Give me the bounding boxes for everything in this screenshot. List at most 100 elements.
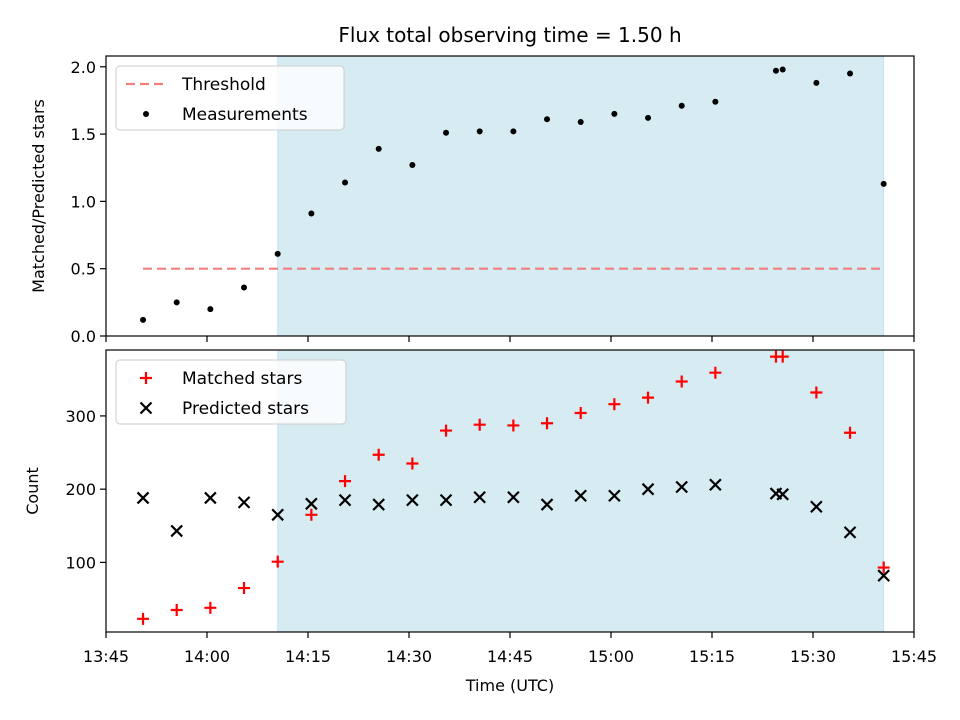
matched-star-marker — [204, 601, 217, 614]
count-panel: 100 200 300 13:45 14:00 14:15 14:30 14:45 15:00 1… — [23, 349, 937, 695]
predicted-star-marker — [540, 498, 554, 511]
legend-swatch-measurements — [143, 111, 149, 117]
y-axis-label: Count — [23, 467, 42, 515]
predicted-star-marker — [372, 498, 385, 511]
x-axis-label: Time (UTC) — [465, 676, 554, 695]
observing-window-shade — [277, 55, 885, 337]
ratio-panel: 0.0 0.5 1.0 1.5 2.0 Matched/Predicted stars Fl… — [29, 23, 915, 346]
y-tick-label: 1.0 — [71, 192, 96, 211]
y-tick-label: 1.5 — [71, 125, 96, 144]
observing-window-shade — [277, 349, 885, 633]
x-tick-label: 14:15 — [285, 647, 331, 666]
measurement-point — [712, 98, 719, 105]
legend-label: Measurements — [182, 105, 308, 125]
matched-star-marker — [541, 417, 554, 430]
matched-star-marker — [473, 418, 486, 431]
x-tick-label: 14:00 — [184, 647, 230, 666]
x-tick-label: 14:45 — [487, 647, 533, 666]
measurement-point — [207, 306, 214, 313]
predicted-star-marker — [574, 489, 587, 503]
matched-star-marker — [440, 424, 453, 437]
legend-label: Predicted stars — [182, 399, 309, 419]
matched-star-marker — [709, 366, 722, 379]
measurement-point — [342, 179, 349, 186]
x-tick-label: 15:45 — [891, 647, 937, 666]
y-tick-label: 2.0 — [71, 58, 96, 77]
measurement-point — [847, 70, 854, 77]
measurement-point — [678, 102, 685, 109]
matched-star-marker — [608, 398, 621, 411]
measurement-point — [577, 118, 584, 125]
measurement-point — [510, 128, 517, 135]
legend: Matched stars Predicted stars — [115, 359, 347, 425]
measurement-point — [173, 299, 180, 306]
y-tick-label: 100 — [65, 553, 96, 572]
predicted-star-marker — [810, 500, 823, 514]
measurement-point — [645, 114, 652, 121]
predicted-star-marker — [877, 569, 890, 582]
matched-star-marker — [339, 475, 352, 488]
matched-star-marker — [574, 406, 587, 419]
matched-star-marker — [170, 604, 183, 617]
predicted-star-marker — [305, 497, 318, 511]
predicted-star-marker — [843, 526, 857, 539]
predicted-star-marker — [170, 524, 183, 538]
legend-label: Matched stars — [182, 369, 302, 389]
y-axis-label: Matched/Predicted stars — [29, 99, 48, 293]
predicted-star-marker — [675, 480, 688, 494]
measurement-point — [544, 116, 551, 123]
y-tick-label: 0.5 — [71, 260, 96, 279]
y-tick-label: 200 — [65, 480, 96, 499]
measurement-point — [813, 79, 820, 86]
measurement-point — [241, 284, 248, 291]
predicted-star-marker — [776, 488, 789, 501]
measurement-point — [443, 129, 450, 136]
predicted-star-marker — [136, 491, 150, 505]
y-tick-label: 0.0 — [71, 327, 96, 346]
measurement-point — [140, 316, 147, 323]
x-tick-label: 15:00 — [588, 647, 634, 666]
predicted-star-marker — [406, 493, 419, 507]
matched-star-marker — [305, 508, 318, 521]
legend-box — [115, 65, 345, 131]
matched-star-marker — [810, 386, 823, 399]
x-tick-label: 14:30 — [386, 647, 432, 666]
chart-title: Flux total observing time = 1.50 h — [338, 23, 681, 47]
measurement-point — [476, 128, 483, 135]
matched-star-marker — [406, 457, 419, 470]
predicted-star-marker — [507, 490, 520, 504]
measurement-point — [611, 110, 618, 117]
x-tick-label: 15:30 — [790, 647, 836, 666]
measurement-point — [409, 162, 416, 169]
legend-box — [115, 359, 347, 425]
matched-star-marker — [844, 426, 857, 439]
predicted-star-marker — [473, 490, 486, 504]
predicted-star-marker — [641, 482, 655, 496]
matched-star-marker — [507, 419, 520, 432]
measurement-point — [375, 145, 382, 152]
measurement-point — [880, 180, 887, 187]
measurement-point — [308, 210, 315, 217]
matched-star-marker — [372, 448, 385, 461]
legend-swatch-predicted — [139, 401, 153, 415]
legend-swatch-matched — [140, 372, 152, 384]
x-tick-label: 15:15 — [689, 647, 735, 666]
measurement-point — [772, 67, 779, 74]
predicted-star-marker — [271, 508, 284, 522]
matched-star-marker — [675, 375, 688, 388]
predicted-star-marker — [204, 491, 217, 505]
predicted-star-marker — [608, 489, 621, 503]
matched-star-marker — [642, 391, 655, 404]
matched-star-marker — [137, 612, 150, 625]
legend-label: Threshold — [181, 75, 266, 95]
matched-star-marker — [238, 582, 251, 595]
predicted-star-marker — [237, 496, 251, 509]
predicted-star-marker — [709, 478, 722, 492]
measurement-point — [779, 66, 786, 73]
legend: Threshold Measurements — [115, 65, 345, 131]
predicted-star-marker — [338, 493, 352, 507]
x-tick-label: 13:45 — [83, 647, 129, 666]
y-tick-label: 300 — [65, 407, 96, 426]
predicted-star-marker — [439, 493, 453, 507]
